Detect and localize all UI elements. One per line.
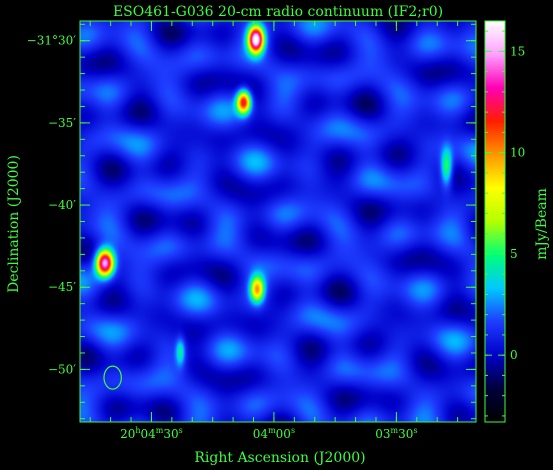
beam-ellipse [103, 365, 122, 390]
colorbar-ticks: 0 5 10 15 [485, 30, 525, 417]
colorbar-tick-label: 0 [510, 348, 518, 362]
chart-title: ESO461-G036 20-cm radio continuum (IF2;r… [113, 4, 443, 20]
colorbar-gradient [485, 21, 505, 422]
y-axis-label: Declination (J2000) [6, 155, 22, 293]
colorbar-tick-label: 10 [510, 146, 525, 160]
y-tick-label: −35′ [48, 116, 76, 130]
colorbar-label: mJy/Beam [534, 188, 550, 260]
x-axis-label: Right Ascension (J2000) [194, 450, 365, 466]
colorbar-frame [484, 20, 506, 423]
y-tick-label: −31°30′ [27, 34, 77, 48]
x-tick-label: 20h04m30s [120, 426, 183, 441]
y-tick-label: −50′ [48, 362, 76, 376]
plot-area [79, 20, 477, 423]
colorbar-tick-label: 5 [510, 247, 518, 261]
x-tick-label: 04m00s [253, 426, 295, 441]
colorbar: 0 5 10 15 [484, 20, 525, 423]
y-axis: −31°30′ −35′ −40′ −45′ −50′ [27, 23, 476, 420]
x-tick-label: 03m30s [375, 426, 417, 441]
y-tick-label: −40′ [48, 198, 76, 212]
colorbar-tick-label: 15 [510, 44, 525, 58]
intensity-map [80, 21, 476, 422]
y-tick-label: −45′ [48, 280, 76, 294]
x-axis: 20h04m30s 04m00s 03m30s [89, 21, 459, 441]
